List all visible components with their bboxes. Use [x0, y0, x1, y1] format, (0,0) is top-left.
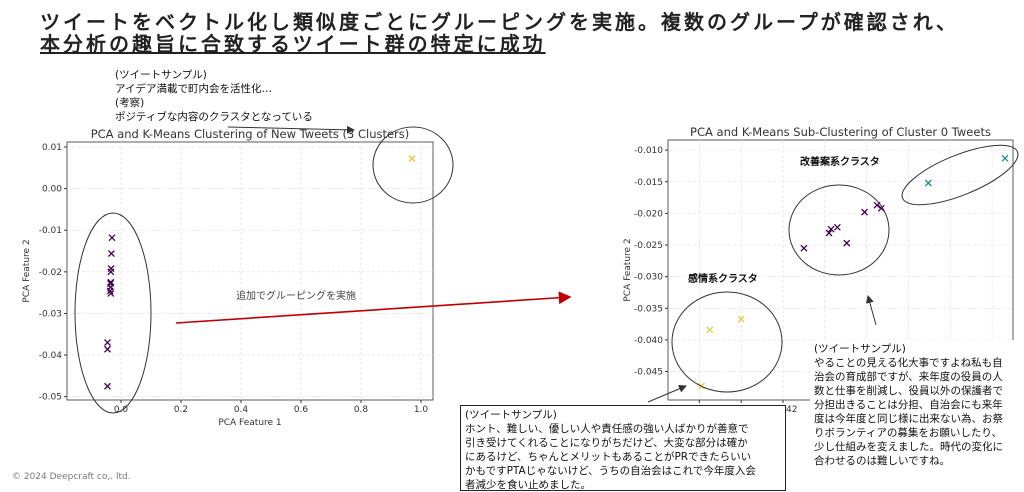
annotation: (ツイートサンプル) アイデア満載で町内会を活性化… (考察) ポジティブな内容のクラ… — [115, 68, 313, 124]
annotation-line: 合わせるのは難しいですね。 — [814, 455, 951, 467]
point — [104, 345, 111, 353]
x-tick-label: 0.6 — [294, 405, 309, 415]
arrow — [227, 125, 355, 134]
point — [737, 315, 745, 323]
footer: © 2024 Deepcraft co,. ltd. — [12, 472, 131, 482]
y-tick-label: 0.00 — [42, 185, 62, 195]
point — [107, 268, 115, 276]
annotation-line: かもですPTAじゃないけど、うちの自治会はこれで今年度入会 — [465, 465, 756, 477]
x-axis-label: PCA Feature 1 — [218, 418, 281, 428]
highlight-ellipse — [788, 184, 890, 276]
y-tick-label: -0.01 — [39, 226, 62, 236]
point — [108, 234, 116, 242]
point — [104, 382, 111, 390]
annotation-line: アイデア満載で町内会を活性化… — [115, 83, 272, 95]
y-tick-label: 0.01 — [42, 143, 62, 153]
annotation-line: 治会の育成部ですが、来年度の役員の人 — [814, 371, 1003, 383]
x-tick-label: 0.0 — [114, 405, 129, 415]
annotation-line: 数と仕事を削減し、役員以外の保護者で — [814, 385, 1003, 397]
highlight-ellipse — [901, 144, 1019, 206]
annotation-line: りボランティアの募集をお願いしたり、 — [814, 427, 1002, 439]
arrow — [175, 291, 572, 324]
annotation-line: (考察) — [115, 97, 145, 109]
point — [924, 179, 932, 187]
highlight-ellipse — [372, 126, 454, 204]
y-tick-label: -0.05 — [39, 393, 62, 403]
point — [833, 223, 841, 231]
y-tick-label: -0.040 — [634, 336, 663, 346]
annotation-box: (ツイートサンプル) ホント、難しい、優しい人や責任感の強い人ばかりが善意で 引き受… — [460, 405, 786, 491]
y-axis-label: PCA Feature 2 — [623, 238, 633, 301]
point — [104, 339, 111, 347]
annotation-line: 分担出きることは分担、自治会にも来年 — [814, 399, 1003, 411]
point — [1001, 154, 1009, 162]
point — [106, 287, 114, 295]
y-tick-label: -0.010 — [634, 146, 663, 156]
cluster-label: 改善案系クラスタ — [800, 157, 880, 168]
point — [800, 244, 808, 252]
x-tick-label: 0.8 — [354, 405, 369, 415]
y-tick-label: -0.020 — [634, 209, 663, 219]
y-tick-label: -0.030 — [634, 273, 663, 283]
y-tick-label: -0.04 — [39, 351, 63, 361]
point — [843, 239, 851, 247]
chart-title: PCA and K-Means Sub-Clustering of Cluste… — [690, 125, 991, 139]
point — [408, 155, 416, 163]
highlight-ellipse — [74, 212, 152, 414]
annotation-line: 少し仕組みを変えました。時代の変化に — [814, 441, 1003, 453]
point — [825, 229, 833, 237]
annotation-line: (ツイートサンプル) — [465, 409, 557, 421]
arrow-label: 追加でグルーピングを実施 — [236, 291, 356, 302]
annotation-box: (ツイートサンプル) やることの見える化大事ですよね私も自 治会の育成部ですが、来年… — [810, 340, 1022, 470]
annotation-line: 度は今年度と同じ様に出来ない為、お祭 — [814, 413, 1003, 425]
cluster-label: 感情系クラスタ — [688, 273, 758, 287]
arrow — [866, 295, 877, 326]
point — [706, 326, 714, 334]
y-axis-label: PCA Feature 2 — [22, 239, 32, 302]
annotation-line: (ツイートサンプル) — [814, 343, 906, 355]
plot-area — [66, 141, 434, 401]
annotation-line: にあるけど、ちゃんとメリットもあることがPRできたらいい — [465, 451, 752, 463]
point — [877, 204, 885, 212]
x-tick-label: 0.4 — [234, 405, 249, 415]
x-tick-label: 1.0 — [414, 405, 429, 415]
y-tick-label: -0.03 — [39, 309, 62, 319]
y-tick-label: -0.015 — [634, 178, 663, 188]
point — [861, 208, 869, 216]
annotation-line: やることの見える化大事ですよね私も自 — [814, 357, 1003, 369]
y-tick-label: -0.02 — [39, 268, 62, 278]
annotation-line: ポジティブな内容のクラスタとなっている — [115, 111, 313, 123]
chart-title: PCA and K-Means Clustering of New Tweets… — [91, 127, 410, 141]
annotation-line: ホント、難しい、優しい人や責任感の強い人ばかりが善意で — [465, 423, 749, 435]
header-line: ツイートをベクトル化し類似度ごとにグルーピングを実施。複数のグループが確認され、 — [40, 10, 959, 34]
header-line: 本分析の趣旨に合致するツイート群の特定に成功 — [40, 32, 546, 56]
highlight-ellipse — [671, 291, 783, 393]
annotation-line: (ツイートサンプル) — [115, 69, 207, 81]
annotation-line: 引き受けてくれることになりがちだけど、大変な部分は確か — [465, 437, 748, 449]
y-tick-label: -0.025 — [634, 241, 663, 251]
y-tick-label: -0.035 — [634, 304, 663, 314]
point — [827, 225, 835, 233]
point — [107, 250, 115, 257]
arrow — [647, 385, 687, 403]
y-tick-label: -0.045 — [634, 368, 663, 378]
annotation-line: 者減少を食い止めました。 — [465, 479, 591, 491]
x-tick-label: 0.2 — [174, 405, 188, 415]
